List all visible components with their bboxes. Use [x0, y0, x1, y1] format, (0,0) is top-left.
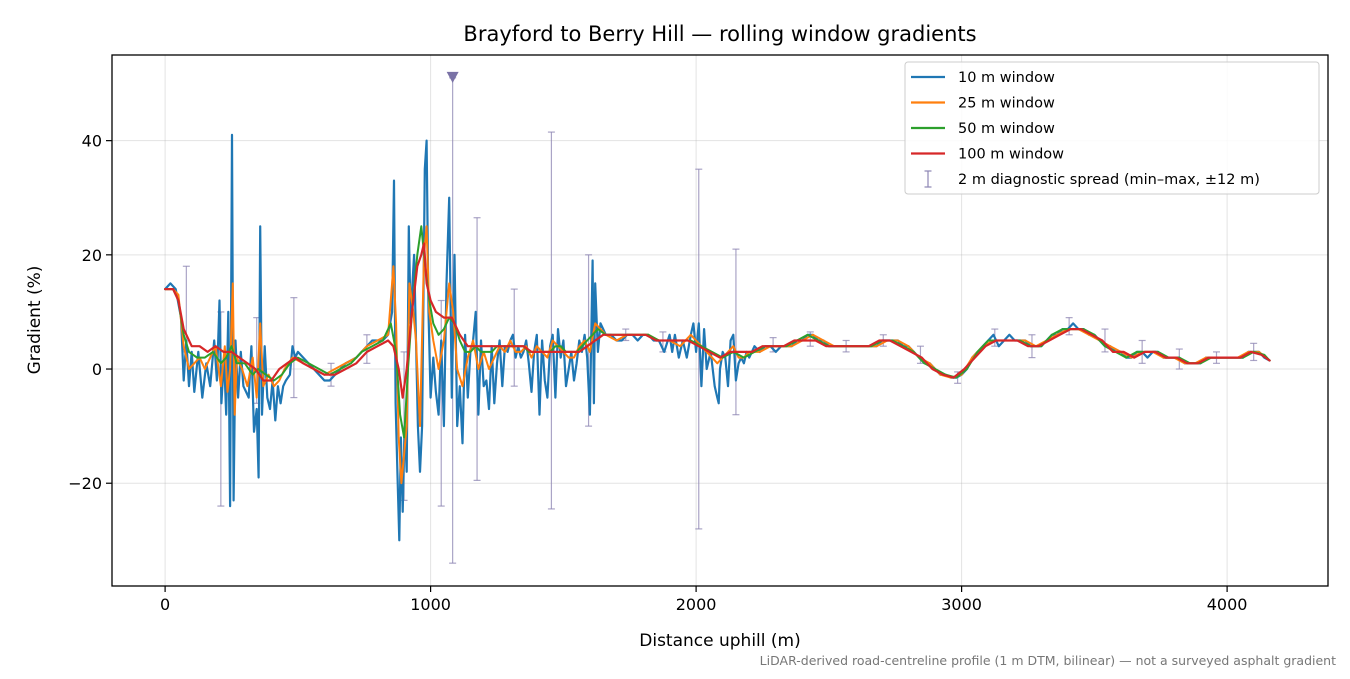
y-tick-label: −20 [68, 474, 102, 493]
x-axis-title: Distance uphill (m) [639, 631, 800, 651]
y-tick-label: 40 [82, 132, 102, 151]
footnote: LiDAR-derived road-centreline profile (1… [760, 653, 1336, 668]
legend-item: 50 m window [911, 121, 1055, 137]
marker-layer [446, 71, 459, 83]
y-tick-label: 0 [92, 360, 102, 379]
legend-label: 25 m window [958, 96, 1055, 112]
diagnostic-spread-bar [1101, 328, 1109, 353]
legend-label: 2 m diagnostic spread (min–max, ±12 m) [958, 172, 1260, 188]
diagnostic-spread-bar [437, 299, 445, 507]
legend-item: 25 m window [911, 96, 1055, 112]
diagnostic-spread-bar [732, 248, 740, 416]
legend-label: 100 m window [958, 147, 1064, 163]
x-tick-label: 3000 [941, 595, 982, 614]
x-tick-label: 4000 [1207, 595, 1248, 614]
y-axis-ticks: −20 0 20 40 [68, 132, 112, 493]
diagnostic-spread-bar [695, 168, 703, 530]
y-tick-label: 20 [82, 246, 102, 265]
legend-item: 10 m window [911, 70, 1055, 86]
series-lines [164, 133, 1271, 542]
x-tick-label: 2000 [676, 595, 717, 614]
x-tick-label: 1000 [410, 595, 451, 614]
legend-label: 50 m window [958, 121, 1055, 137]
peak-marker [446, 71, 459, 83]
series-line-100-m-window [164, 242, 1271, 399]
legend-item: 2 m diagnostic spread (min–max, ±12 m) [924, 170, 1260, 188]
y-axis-title: Gradient (%) [25, 266, 45, 375]
legend-item: 100 m window [911, 147, 1064, 163]
legend: 10 m window 25 m window 50 m window 100 m w… [904, 61, 1320, 195]
diagnostic-spread-bar [547, 131, 555, 510]
legend-label: 10 m window [958, 70, 1055, 86]
chart-title: Brayford to Berry Hill — rolling window … [463, 22, 976, 46]
x-tick-label: 0 [160, 595, 170, 614]
x-axis-ticks: 0 1000 2000 3000 4000 [160, 586, 1247, 614]
plot-frame [111, 54, 1329, 587]
legend-frame [904, 61, 1320, 195]
